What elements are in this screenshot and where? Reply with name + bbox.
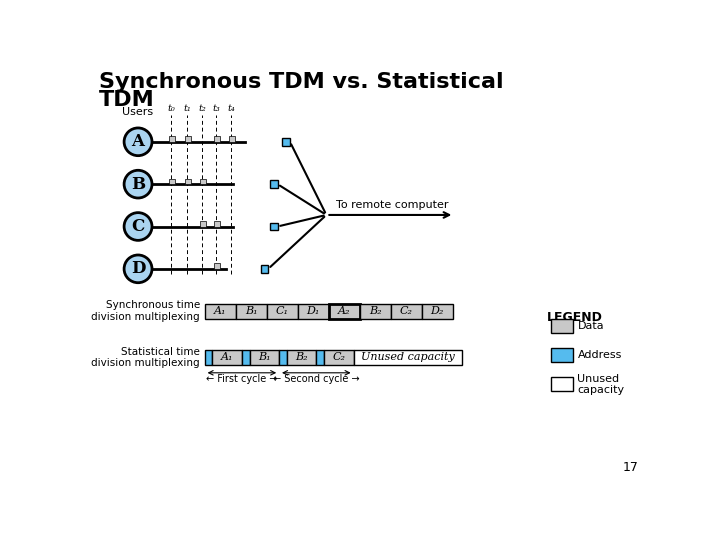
Bar	[214, 221, 220, 226]
Text: Unused
capacity: Unused capacity	[577, 374, 625, 395]
Bar	[229, 137, 235, 142]
Text: A₁: A₁	[221, 353, 233, 362]
Circle shape	[124, 213, 152, 240]
Text: B₁: B₁	[245, 306, 258, 316]
Text: D: D	[131, 260, 145, 278]
Bar	[551, 319, 573, 333]
Bar	[250, 350, 279, 365]
Text: ← First cycle →: ← First cycle →	[206, 374, 278, 383]
Bar	[391, 303, 422, 319]
Circle shape	[124, 170, 152, 198]
Circle shape	[124, 255, 152, 283]
Text: A₂: A₂	[338, 306, 351, 316]
Text: A₁: A₁	[214, 306, 227, 316]
Text: Users: Users	[122, 107, 153, 117]
Text: A: A	[132, 133, 145, 150]
Text: C₂: C₂	[400, 306, 413, 316]
Bar	[184, 179, 191, 184]
Bar	[214, 137, 220, 142]
Text: t₂: t₂	[199, 104, 206, 113]
Circle shape	[124, 128, 152, 156]
Text: B₁: B₁	[258, 353, 271, 362]
Bar	[279, 350, 287, 365]
Text: Synchronous time
division multiplexing: Synchronous time division multiplexing	[91, 300, 200, 322]
Bar	[360, 303, 391, 319]
Text: 17: 17	[623, 462, 639, 475]
Text: Synchronous TDM vs. Statistical: Synchronous TDM vs. Statistical	[99, 72, 504, 92]
Bar	[282, 138, 290, 146]
Text: t₄: t₄	[228, 104, 235, 113]
Text: D₁: D₁	[307, 306, 320, 316]
Text: ← Second cycle →: ← Second cycle →	[273, 374, 359, 383]
Bar	[354, 350, 462, 365]
Text: C₂: C₂	[332, 353, 346, 362]
Text: D₂: D₂	[431, 306, 444, 316]
Text: LEGEND: LEGEND	[547, 311, 603, 324]
Bar	[169, 179, 175, 184]
Bar	[212, 350, 242, 365]
Text: Address: Address	[577, 350, 622, 360]
Text: C₁: C₁	[276, 306, 289, 316]
Text: To remote computer: To remote computer	[336, 200, 449, 211]
Bar	[270, 180, 277, 188]
Bar	[329, 303, 360, 319]
Bar	[242, 350, 250, 365]
Bar	[422, 303, 453, 319]
Bar	[297, 303, 329, 319]
Text: t₁: t₁	[183, 104, 191, 113]
Text: B₂: B₂	[295, 353, 308, 362]
Bar	[184, 137, 191, 142]
Bar	[204, 303, 235, 319]
Text: B₂: B₂	[369, 306, 382, 316]
Bar	[551, 348, 573, 362]
Bar	[204, 350, 212, 365]
Text: Statistical time
division multiplexing: Statistical time division multiplexing	[91, 347, 200, 368]
Bar	[287, 350, 316, 365]
Text: C: C	[132, 218, 145, 235]
Bar	[200, 221, 206, 226]
Bar	[261, 265, 269, 273]
Bar	[214, 264, 220, 269]
Bar	[266, 303, 297, 319]
Bar	[235, 303, 266, 319]
Text: Data: Data	[577, 321, 604, 331]
Bar	[200, 179, 206, 184]
Bar	[316, 350, 324, 365]
Text: TDM: TDM	[99, 90, 155, 110]
Bar	[169, 137, 175, 142]
Bar	[324, 350, 354, 365]
Bar	[551, 377, 573, 392]
Text: t₀: t₀	[168, 104, 175, 113]
Bar	[270, 222, 277, 231]
Text: B: B	[131, 176, 145, 193]
Text: Unused capacity: Unused capacity	[361, 353, 454, 362]
Text: t₃: t₃	[212, 104, 220, 113]
